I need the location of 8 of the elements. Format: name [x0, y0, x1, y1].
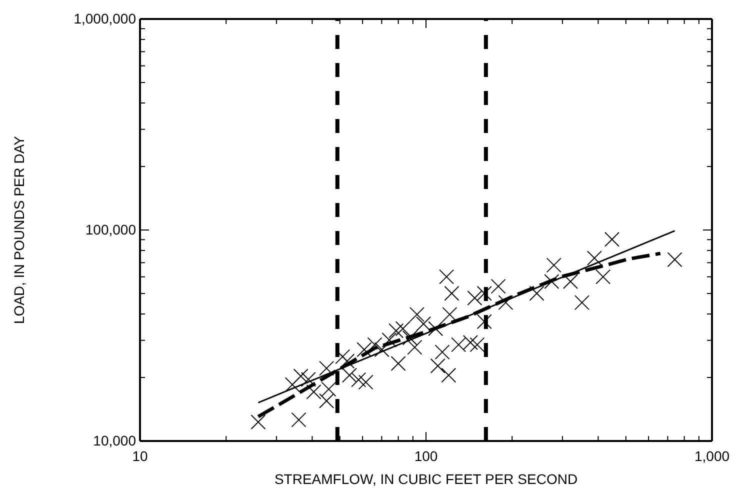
- x-tick-label: 1,000: [694, 448, 730, 464]
- y-tick-label: 1,000,000: [74, 10, 136, 26]
- y-tick-label: 10,000: [93, 432, 136, 448]
- x-axis-title: STREAMFLOW, IN CUBIC FEET PER SECOND: [274, 471, 578, 487]
- x-tick-label: 100: [414, 448, 438, 464]
- y-tick-label: 100,000: [85, 221, 136, 238]
- x-tick-label: 10: [132, 448, 148, 464]
- y-axis-title: LOAD, IN POUNDS PER DAY: [11, 135, 27, 324]
